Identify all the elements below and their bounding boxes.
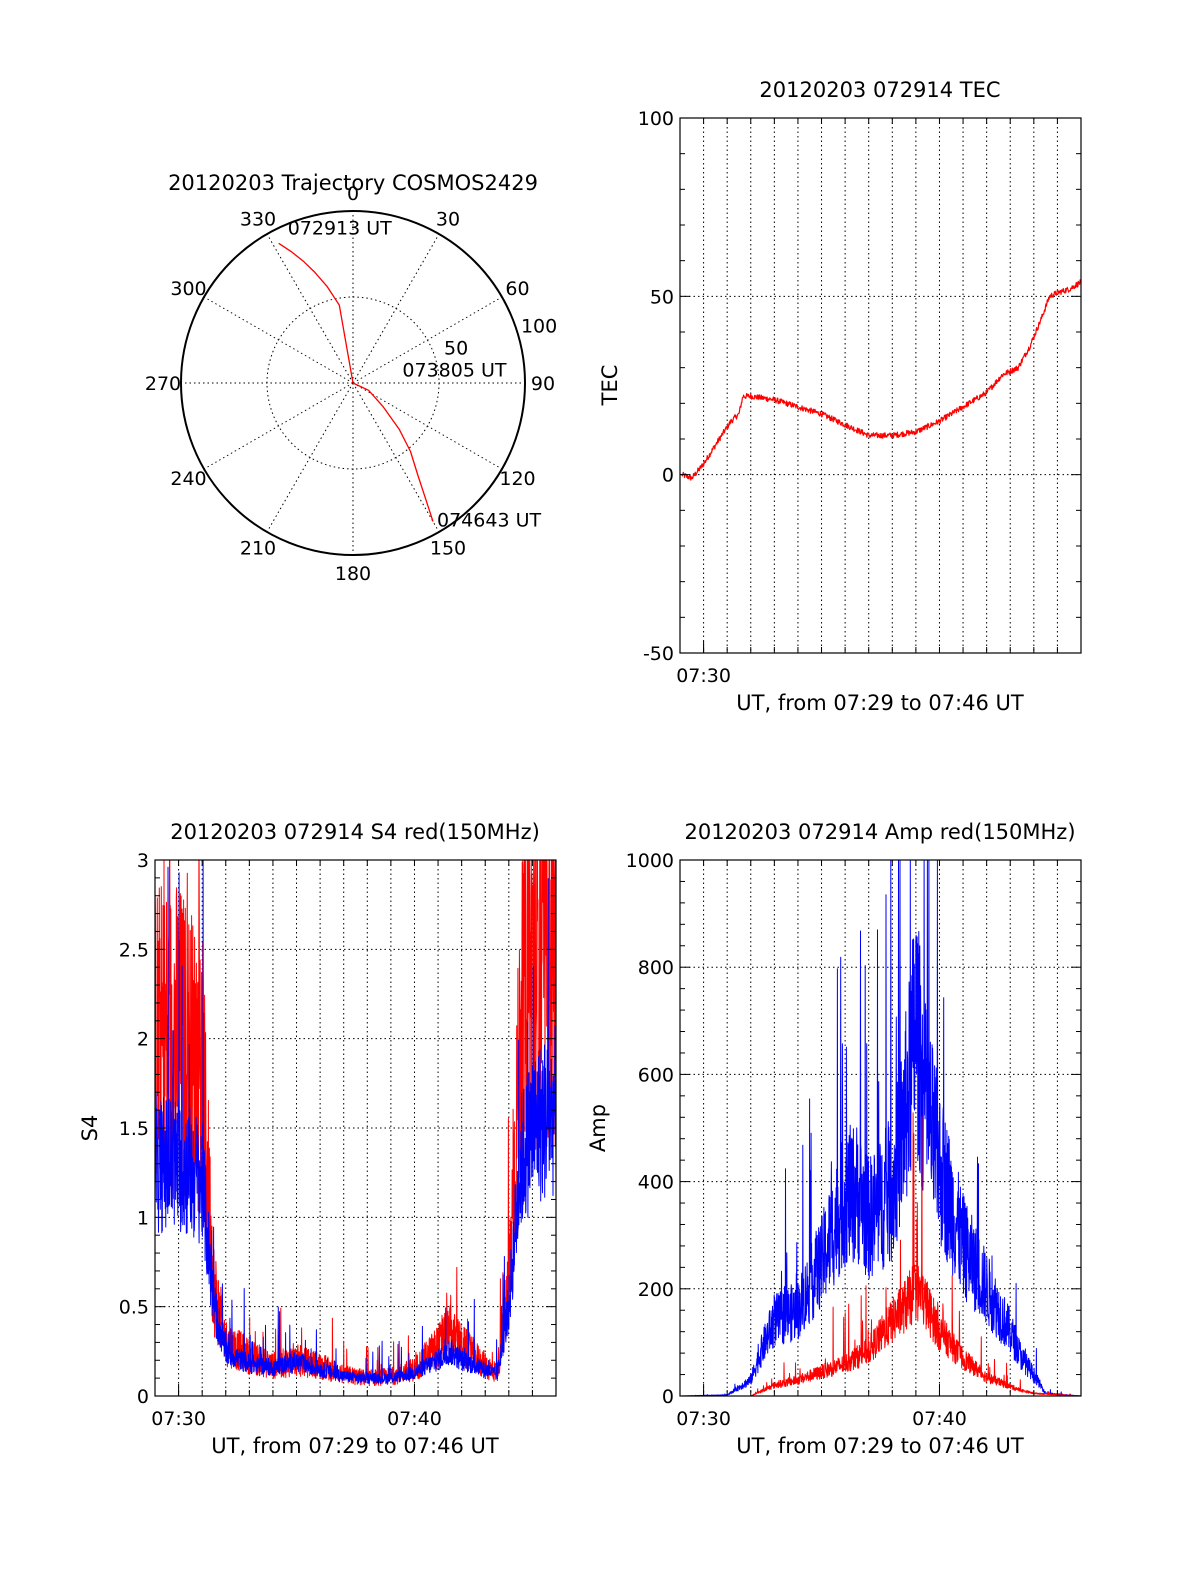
amp-ytick-label: 200 [638, 1279, 674, 1301]
amp-ticks: 0 200 400 600 800 1000 07:30 07:40 [626, 850, 1082, 1430]
tec-xlabel: UT, from 07:29 to 07:46 UT [736, 691, 1024, 715]
amp-series-line-0 [679, 859, 1082, 1397]
trajectory-azimuth-label: 150 [430, 538, 466, 560]
trajectory-azimuth-labels: 0 30 60 90 120 150 180 210 240 270 300 330 [145, 183, 555, 585]
s4-panel: 20120203 072914 S4 red(150MHz) 0 0.5 1 1.5 2… [78, 820, 557, 1458]
s4-ytick-label: 3 [137, 850, 149, 872]
trajectory-radial-label: 50 [444, 338, 468, 360]
s4-ytick-label: 2 [137, 1029, 149, 1051]
s4-ytick-label: 1.5 [119, 1118, 149, 1140]
s4-xtick-label: 07:40 [387, 1408, 442, 1430]
s4-ytick-label: 0 [137, 1386, 149, 1408]
trajectory-azimuth-label: 270 [145, 373, 181, 395]
trajectory-series [278, 242, 434, 522]
trajectory-azimuth-label: 210 [240, 538, 276, 560]
trajectory-panel: 20120203 Trajectory COSMOS2429 0 30 60 90 12… [145, 171, 557, 585]
trajectory-annotation: 072913 UT [288, 217, 392, 239]
s4-series [154, 859, 557, 1387]
amp-plot-frame [679, 859, 1082, 1397]
trajectory-annotation: 073805 UT [402, 360, 506, 382]
trajectory-annotation: 074643 UT [437, 510, 541, 532]
trajectory-azimuth-label: 120 [499, 468, 535, 490]
amp-ytick-label: 400 [638, 1172, 674, 1194]
tec-ytick-label: 50 [650, 286, 674, 308]
s4-ytick-label: 2.5 [119, 939, 149, 961]
amp-panel: 20120203 072914 Amp red(150MHz) 0 200 400 6… [586, 820, 1082, 1458]
trajectory-title: 20120203 Trajectory COSMOS2429 [168, 171, 538, 195]
trajectory-spoke [266, 233, 354, 384]
tec-grid [680, 118, 1081, 653]
s4-xlabel: UT, from 07:29 to 07:46 UT [211, 1434, 499, 1458]
trajectory-radial-labels: 50 100 [444, 316, 557, 360]
trajectory-azimuth-label: 240 [170, 468, 206, 490]
trajectory-spoke [203, 382, 354, 470]
trajectory-annotations: 072913 UT 073805 UT 074643 UT [288, 217, 542, 531]
trajectory-grid [180, 210, 526, 556]
trajectory-spoke [352, 233, 440, 384]
trajectory-spoke [352, 382, 503, 470]
trajectory-line-0 [278, 242, 434, 522]
trajectory-spoke [203, 296, 354, 384]
trajectory-radial-label: 100 [521, 316, 557, 338]
tec-xtick-label: 07:30 [676, 665, 731, 687]
amp-ytick-label: 1000 [626, 850, 674, 872]
s4-ytick-label: 0.5 [119, 1297, 149, 1319]
s4-ylabel: S4 [78, 1115, 102, 1142]
tec-plot-frame [679, 117, 1082, 654]
trajectory-spoke [266, 382, 354, 533]
amp-xtick-label: 07:40 [912, 1408, 967, 1430]
s4-ytick-label: 1 [137, 1207, 149, 1229]
s4-series-line-1 [154, 859, 557, 1384]
trajectory-azimuth-label: 90 [531, 373, 555, 395]
amp-ytick-label: 600 [638, 1064, 674, 1086]
amp-ylabel: Amp [586, 1104, 610, 1152]
amp-ytick-label: 800 [638, 957, 674, 979]
trajectory-spoke [352, 382, 440, 533]
tec-ytick-label: 0 [662, 465, 674, 487]
s4-ticks: 0 0.5 1 1.5 2 2.5 3 07:30 07:40 [119, 850, 557, 1430]
tec-series-line-0 [681, 279, 1082, 481]
s4-xtick-label: 07:30 [151, 1408, 206, 1430]
trajectory-azimuth-label: 180 [335, 563, 371, 585]
trajectory-azimuth-label: 300 [170, 278, 206, 300]
amp-ytick-label: 0 [662, 1386, 674, 1408]
trajectory-azimuth-label: 30 [436, 209, 460, 231]
tec-ylabel: TEC [598, 365, 622, 407]
trajectory-azimuth-label: 0 [347, 183, 359, 205]
amp-xtick-label: 07:30 [676, 1408, 731, 1430]
amp-title: 20120203 072914 Amp red(150MHz) [684, 820, 1075, 844]
s4-title: 20120203 072914 S4 red(150MHz) [170, 820, 540, 844]
tec-ticks: -50 0 50 100 07:30 [638, 108, 1082, 687]
trajectory-azimuth-label: 60 [505, 278, 529, 300]
amp-xlabel: UT, from 07:29 to 07:46 UT [736, 1434, 1024, 1458]
tec-panel: 20120203 072914 TEC -50 0 50 100 07:30 UT, f… [598, 78, 1082, 715]
tec-ytick-label: 100 [638, 108, 674, 130]
tec-title: 20120203 072914 TEC [759, 78, 1000, 102]
trajectory-spoke [352, 296, 503, 384]
tec-series [681, 279, 1082, 481]
tec-ytick-label: -50 [643, 643, 674, 665]
trajectory-azimuth-label: 330 [240, 209, 276, 231]
